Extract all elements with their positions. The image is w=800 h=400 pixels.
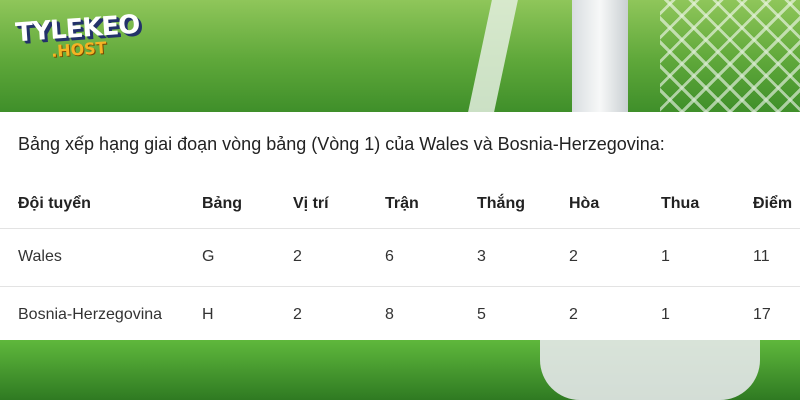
header-position: Vị trí <box>293 194 329 212</box>
cell-points: 17 <box>753 285 800 344</box>
header-played: Trận <box>385 194 419 212</box>
cell-points: 11 <box>753 227 800 286</box>
header-points: Điểm <box>753 194 793 212</box>
goal-post <box>572 0 628 112</box>
cell-played: 6 <box>385 227 477 286</box>
caption: Bảng xếp hạng giai đoạn vòng bảng (Vòng … <box>18 134 665 154</box>
cell-group: H <box>202 285 293 344</box>
table-header-row: Đội tuyển Bảng Vị trí Trận Thắng Hòa Thu… <box>0 180 800 228</box>
cell-won: 3 <box>477 227 569 286</box>
header-group: Bảng <box>202 194 242 212</box>
standings-table: Đội tuyển Bảng Vị trí Trận Thắng Hòa Thu… <box>0 180 800 344</box>
cell-position: 2 <box>293 227 385 286</box>
cell-drawn: 2 <box>569 227 661 286</box>
standings-panel: Bảng xếp hạng giai đoạn vòng bảng (Vòng … <box>0 112 800 344</box>
table-row: Wales G 2 6 3 2 1 11 <box>0 227 800 286</box>
cell-played: 8 <box>385 285 477 344</box>
cell-position: 2 <box>293 285 385 344</box>
cell-lost: 1 <box>661 285 753 344</box>
cell-team: Wales <box>0 227 202 286</box>
header-drawn: Hòa <box>569 194 600 212</box>
cell-lost: 1 <box>661 227 753 286</box>
cell-team: Bosnia-Herzegovina <box>0 285 202 344</box>
cell-group: G <box>202 227 293 286</box>
header-lost: Thua <box>661 194 700 212</box>
header-won: Thắng <box>477 194 525 212</box>
cell-drawn: 2 <box>569 285 661 344</box>
site-logo[interactable]: TYLEKEO .HOST <box>15 10 142 64</box>
table-row: Bosnia-Herzegovina H 2 8 5 2 1 17 <box>0 285 800 344</box>
cell-won: 5 <box>477 285 569 344</box>
goal-net <box>660 0 800 112</box>
ball-image <box>540 340 760 400</box>
header-team: Đội tuyển <box>18 194 91 212</box>
